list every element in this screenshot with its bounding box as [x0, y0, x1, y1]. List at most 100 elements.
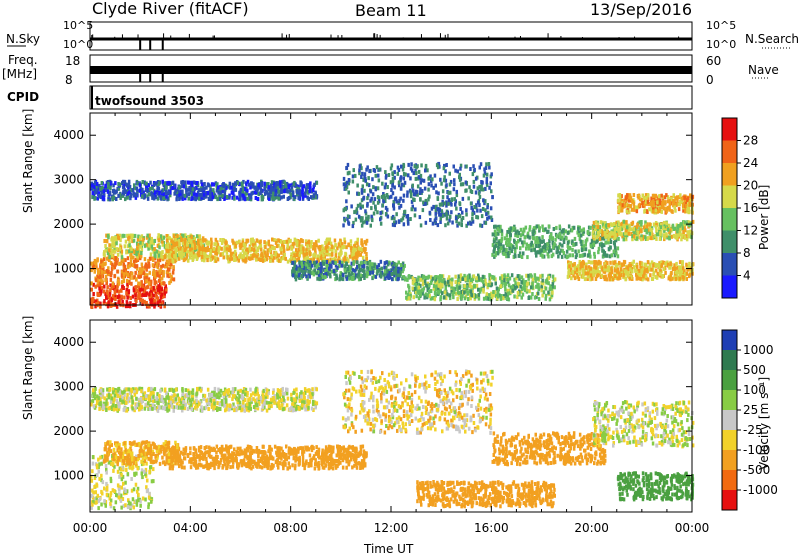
data-cell	[300, 250, 303, 255]
data-cell	[646, 269, 649, 274]
data-cell	[145, 285, 148, 290]
data-cell	[325, 266, 329, 271]
data-cell	[251, 184, 254, 189]
data-cell	[315, 243, 318, 248]
data-cell	[506, 243, 509, 248]
data-cell	[140, 262, 144, 267]
data-cell	[632, 193, 636, 197]
data-cell	[221, 238, 225, 242]
data-cell	[542, 239, 545, 244]
data-cell	[134, 193, 138, 197]
data-cell	[194, 245, 197, 250]
data-cell	[122, 269, 126, 273]
data-cell	[682, 275, 685, 280]
data-cell	[223, 245, 226, 250]
data-cell	[308, 189, 311, 194]
data-cell	[192, 240, 196, 244]
data-cell	[297, 195, 300, 200]
data-cell	[300, 273, 304, 278]
data-cell	[492, 293, 495, 298]
data-cell	[349, 243, 353, 248]
data-cell	[555, 225, 558, 230]
data-cell	[148, 304, 151, 309]
data-cell	[614, 233, 617, 238]
data-cell	[145, 184, 148, 189]
data-cell	[670, 270, 673, 275]
data-cell	[291, 266, 295, 271]
data-cell	[158, 278, 161, 283]
data-cell	[507, 297, 511, 302]
data-cell	[437, 283, 440, 288]
data-cell	[318, 250, 322, 255]
data-cell	[652, 204, 655, 209]
data-cell	[189, 239, 192, 244]
data-cell	[352, 260, 356, 265]
data-cell	[652, 193, 656, 198]
data-cell	[353, 273, 356, 278]
data-cell	[154, 190, 157, 195]
data-cell	[119, 261, 123, 266]
data-cell	[671, 223, 675, 228]
data-cell	[228, 245, 231, 250]
data-cell	[678, 276, 681, 281]
data-cell	[571, 226, 574, 231]
data-cell	[127, 304, 130, 309]
data-cell	[433, 297, 437, 302]
data-cell	[158, 257, 161, 262]
data-cell	[503, 278, 506, 283]
data-cell	[619, 273, 623, 277]
data-cell	[157, 233, 160, 238]
data-cell	[143, 193, 147, 198]
data-cell	[110, 270, 113, 275]
data-cell	[145, 181, 148, 186]
data-cell	[507, 227, 511, 232]
data-cell	[105, 269, 109, 273]
data-cell	[192, 235, 195, 240]
data-cell	[502, 247, 506, 252]
data-cell	[686, 198, 689, 203]
data-cell	[130, 249, 134, 254]
data-cell	[659, 225, 663, 230]
data-cell	[307, 269, 310, 274]
data-cell	[658, 207, 662, 211]
data-cell	[191, 196, 194, 201]
data-cell	[293, 237, 297, 242]
data-cell	[619, 263, 622, 268]
data-cell	[90, 287, 93, 292]
data-cell	[682, 230, 685, 234]
data-cell	[301, 264, 304, 269]
data-cell	[672, 194, 676, 199]
data-cell	[160, 287, 163, 292]
data-cell	[263, 257, 266, 262]
data-cell	[129, 275, 132, 280]
data-cell	[659, 269, 662, 274]
data-cell	[535, 224, 539, 229]
data-cell	[524, 280, 528, 284]
data-cell	[192, 180, 196, 185]
data-cell	[295, 253, 299, 257]
data-cell	[659, 260, 663, 265]
data-cell	[356, 274, 359, 279]
data-cell	[630, 221, 633, 226]
data-cell	[277, 238, 280, 243]
data-cell	[263, 181, 266, 186]
data-cell	[254, 190, 258, 195]
data-cell	[433, 275, 437, 280]
data-cell	[172, 265, 175, 270]
data-cell	[463, 296, 467, 301]
data-cell	[513, 277, 516, 282]
data-cell	[100, 285, 104, 290]
data-cell	[143, 272, 147, 277]
data-cell	[409, 293, 412, 298]
data-cell	[106, 293, 110, 298]
data-cell	[145, 301, 148, 305]
data-cell	[298, 264, 301, 269]
data-cell	[165, 287, 168, 292]
data-cell	[126, 244, 130, 249]
data-cell	[607, 247, 611, 252]
data-cell	[103, 299, 106, 304]
data-cell	[144, 188, 148, 192]
data-cell	[485, 177, 489, 181]
data-cell	[533, 273, 537, 278]
data-cell	[175, 197, 178, 202]
